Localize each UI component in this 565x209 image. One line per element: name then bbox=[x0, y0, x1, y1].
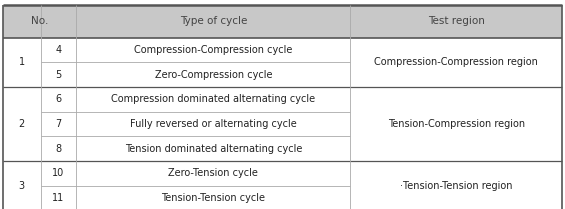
Text: Tension-Compression region: Tension-Compression region bbox=[388, 119, 525, 129]
Text: 7: 7 bbox=[55, 119, 62, 129]
Text: ·Tension-Tension region: ·Tension-Tension region bbox=[400, 181, 512, 191]
Text: Compression dominated alternating cycle: Compression dominated alternating cycle bbox=[111, 94, 315, 104]
Text: 5: 5 bbox=[55, 70, 62, 80]
Text: 3: 3 bbox=[19, 181, 25, 191]
Text: 2: 2 bbox=[19, 119, 25, 129]
Text: 11: 11 bbox=[53, 193, 64, 203]
Text: No.: No. bbox=[31, 17, 48, 26]
Text: Zero-Compression cycle: Zero-Compression cycle bbox=[155, 70, 272, 80]
Text: 8: 8 bbox=[55, 144, 62, 154]
Text: Tension-Tension cycle: Tension-Tension cycle bbox=[161, 193, 266, 203]
Text: Test region: Test region bbox=[428, 17, 485, 26]
Text: 6: 6 bbox=[55, 94, 62, 104]
Text: 1: 1 bbox=[19, 57, 25, 67]
Text: Type of cycle: Type of cycle bbox=[180, 17, 247, 26]
Text: Compression-Compression cycle: Compression-Compression cycle bbox=[134, 45, 293, 55]
Text: 10: 10 bbox=[53, 168, 64, 178]
Text: 4: 4 bbox=[55, 45, 62, 55]
Text: Tension dominated alternating cycle: Tension dominated alternating cycle bbox=[125, 144, 302, 154]
Text: Compression-Compression region: Compression-Compression region bbox=[374, 57, 538, 67]
Text: Zero-Tension cycle: Zero-Tension cycle bbox=[168, 168, 258, 178]
Bar bbox=[3, 5, 562, 38]
Text: Fully reversed or alternating cycle: Fully reversed or alternating cycle bbox=[130, 119, 297, 129]
